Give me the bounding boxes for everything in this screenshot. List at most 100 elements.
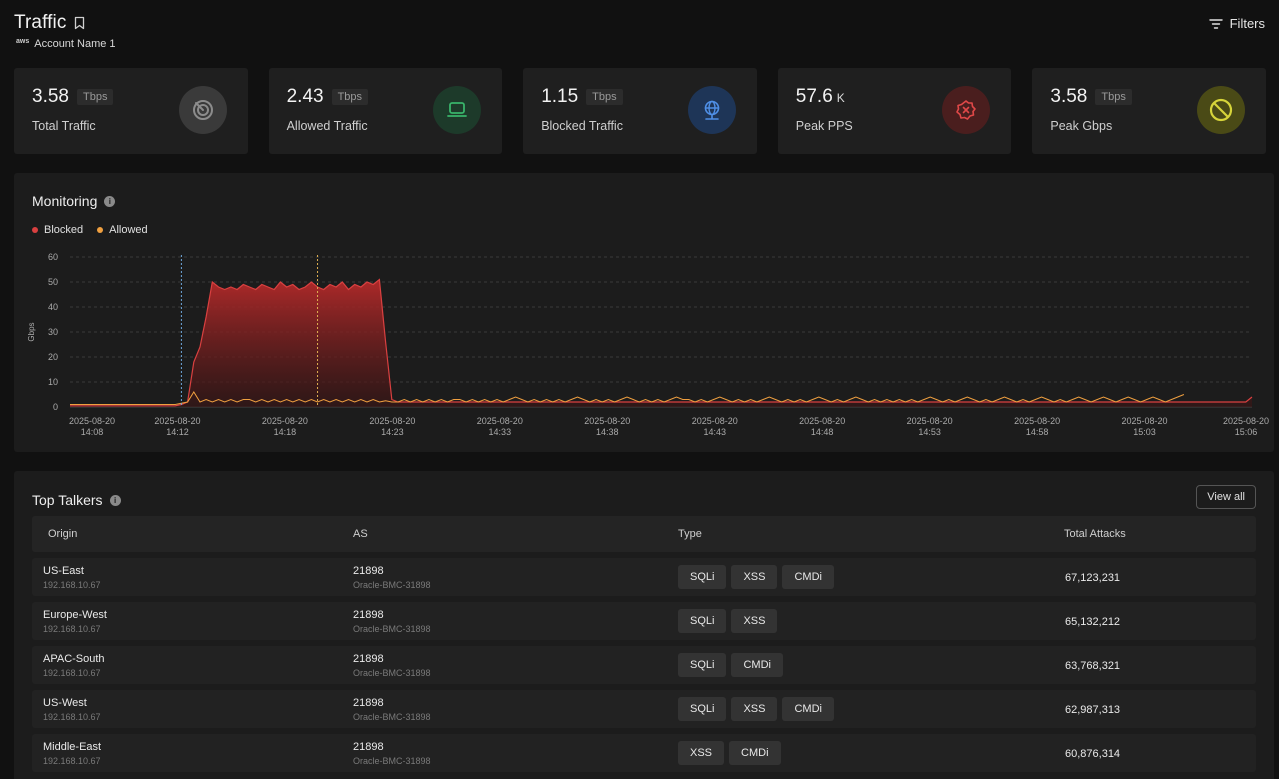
monitoring-chart: 0102030405060Gbps2025-08-2014:082025-08-… (27, 252, 1269, 437)
legend-dot (32, 227, 38, 233)
column-header-origin[interactable]: Origin (48, 528, 78, 540)
as-number: 21898 (353, 653, 384, 665)
origin-cell: Europe-West 192.168.10.67 (43, 609, 107, 634)
as-name: Oracle-BMC-31898 (353, 624, 431, 634)
filters-button[interactable]: Filters (1208, 16, 1265, 31)
y-tick-label: 30 (48, 327, 58, 337)
origin-ip: 192.168.10.67 (43, 668, 101, 678)
attack-type-tag[interactable]: CMDi (729, 741, 781, 765)
legend-label: Blocked (44, 224, 84, 236)
total-attacks: 65,132,212 (1065, 616, 1121, 628)
table-row[interactable]: US-West 192.168.10.67 21898 Oracle-BMC-3… (32, 690, 1256, 728)
x-tick-label: 15:03 (1133, 427, 1156, 437)
total-attacks: 67,123,231 (1065, 572, 1121, 584)
card-value-row: 3.58 Tbps (1050, 86, 1266, 108)
as-cell: 21898 Oracle-BMC-31898 (353, 609, 431, 634)
y-tick-label: 10 (48, 377, 58, 387)
x-badge-icon (942, 86, 991, 134)
x-tick-label: 2025-08-20 (477, 416, 523, 426)
radar-icon (178, 86, 227, 134)
info-icon[interactable]: i (109, 494, 121, 506)
card-label: Allowed Traffic (286, 119, 368, 133)
legend-item-blocked[interactable]: Blocked (32, 224, 83, 236)
legend-item-allowed[interactable]: Allowed (97, 224, 148, 236)
x-tick-label: 2025-08-20 (1223, 416, 1269, 426)
as-cell: 21898 Oracle-BMC-31898 (353, 697, 431, 722)
x-tick-label: 14:43 (703, 427, 726, 437)
total-attacks: 63,768,321 (1065, 660, 1121, 672)
table-row[interactable]: Europe-West 192.168.10.67 21898 Oracle-B… (32, 602, 1256, 640)
top-talkers-title-row: Top Talkers i (32, 492, 121, 508)
y-tick-label: 50 (48, 277, 58, 287)
series-line-allowed (70, 391, 1185, 405)
table-row[interactable]: Middle-East 192.168.10.67 21898 Oracle-B… (32, 734, 1256, 772)
attack-type-tag[interactable]: XSS (731, 565, 778, 589)
attack-type-tag[interactable]: XSS (678, 741, 725, 765)
card-unit: K (836, 91, 845, 105)
column-header-type[interactable]: Type (678, 528, 702, 540)
attack-type-tag[interactable]: CMDi (782, 697, 834, 721)
card-value: 1.15 (541, 86, 579, 107)
attack-type-tag[interactable]: CMDi (782, 565, 834, 589)
x-tick-label: 2025-08-20 (907, 416, 953, 426)
attack-type-tag[interactable]: SQLi (678, 697, 727, 721)
series-area-blocked (70, 279, 1252, 407)
attack-type-tag[interactable]: SQLi (678, 565, 727, 589)
x-tick-label: 14:23 (381, 427, 404, 437)
total-attacks: 62,987,313 (1065, 704, 1121, 716)
card-value: 3.58 (32, 86, 69, 107)
type-cell: SQLi XSS CMDi (678, 565, 834, 589)
as-name: Oracle-BMC-31898 (353, 580, 431, 590)
as-cell: 21898 Oracle-BMC-31898 (353, 653, 431, 678)
network-globe-icon (687, 86, 736, 134)
card-label: Total Traffic (32, 119, 96, 133)
attack-type-tag[interactable]: SQLi (678, 653, 727, 677)
aws-logo-icon: aws (16, 37, 30, 45)
x-tick-label: 2025-08-20 (799, 416, 845, 426)
origin-cell: US-West 192.168.10.67 (43, 697, 101, 722)
x-tick-label: 14:58 (1026, 427, 1049, 437)
account-selector[interactable]: aws Account Name 1 (16, 37, 1265, 51)
column-header-total-attacks[interactable]: Total Attacks (1064, 528, 1126, 540)
table-header: Origin AS Type Total Attacks (32, 516, 1256, 552)
card-value: 3.58 (1050, 86, 1088, 107)
origin-name: Europe-West (43, 609, 107, 621)
attack-type-tag[interactable]: CMDi (731, 653, 783, 677)
laptop-icon (433, 86, 482, 134)
table-row[interactable]: US-East 192.168.10.67 21898 Oracle-BMC-3… (32, 558, 1256, 596)
origin-ip: 192.168.10.67 (43, 624, 101, 634)
filters-label: Filters (1229, 16, 1265, 31)
card-label: Blocked Traffic (541, 119, 623, 133)
attack-type-tag[interactable]: XSS (731, 609, 778, 633)
x-tick-label: 14:53 (918, 427, 941, 437)
stat-card-blocked-traffic: 1.15 Tbps Blocked Traffic (523, 68, 757, 154)
x-tick-label: 2025-08-20 (1122, 416, 1168, 426)
attack-type-tag[interactable]: XSS (731, 697, 778, 721)
table-row[interactable]: APAC-South 192.168.10.67 21898 Oracle-BM… (32, 646, 1256, 684)
filter-icon (1208, 18, 1223, 30)
info-icon[interactable]: i (104, 195, 116, 207)
column-header-as[interactable]: AS (353, 528, 368, 540)
card-value-row: 57.6 K (796, 86, 1012, 108)
stat-cards: 3.58 Tbps Total Traffic 2.43 Tbps Allowe… (14, 68, 1266, 154)
origin-ip: 192.168.10.67 (43, 580, 101, 590)
card-value-row: 1.15 Tbps (541, 86, 757, 108)
top-talkers-panel: Top Talkers i View all Origin AS Type To… (14, 471, 1274, 779)
legend-dot (97, 227, 104, 233)
as-number: 21898 (353, 609, 384, 621)
x-tick-label: 2025-08-20 (1014, 416, 1060, 426)
type-cell: SQLi CMDi (678, 653, 783, 677)
card-label: Peak Gbps (1050, 119, 1113, 133)
talkers-table-body: US-East 192.168.10.67 21898 Oracle-BMC-3… (32, 558, 1256, 778)
as-number: 21898 (353, 697, 384, 709)
x-tick-label: 14:08 (81, 427, 104, 437)
x-tick-label: 15:06 (1235, 427, 1258, 437)
x-tick-label: 14:18 (274, 427, 297, 437)
stat-card-peak-gbps: 3.58 Tbps Peak Gbps (1032, 68, 1266, 154)
bookmark-icon[interactable] (74, 16, 88, 32)
view-all-button[interactable]: View all (1196, 485, 1256, 509)
card-value: 2.43 (286, 86, 324, 107)
y-tick-label: 20 (48, 352, 58, 362)
attack-type-tag[interactable]: SQLi (678, 609, 727, 633)
origin-name: US-East (43, 565, 84, 577)
